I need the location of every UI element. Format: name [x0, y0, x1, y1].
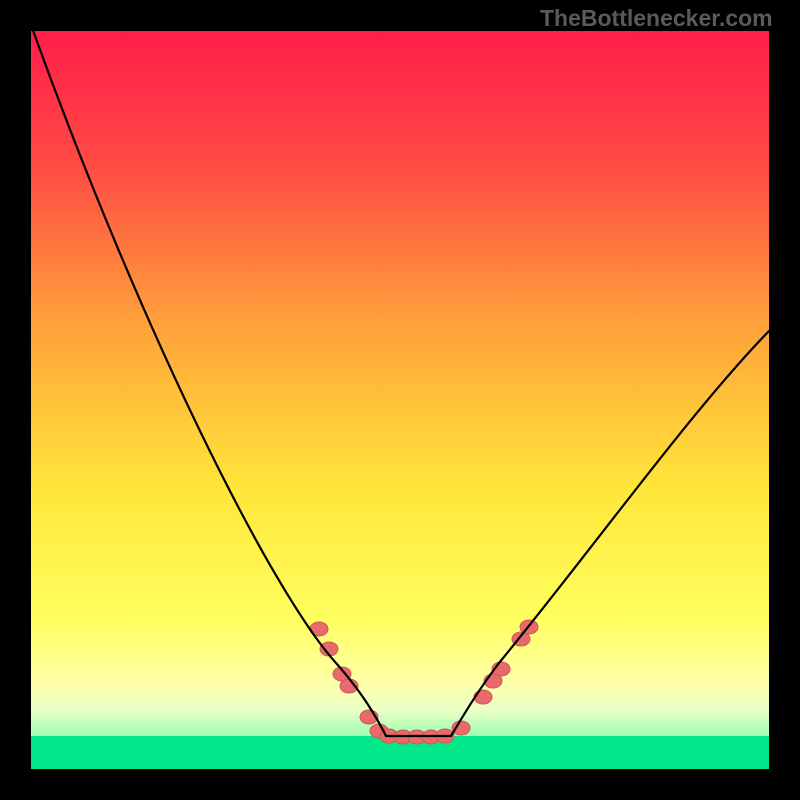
marker-group — [310, 620, 538, 744]
plot-area — [31, 31, 769, 769]
watermark-text: TheBottlenecker.com — [540, 5, 773, 32]
curve-layer — [31, 31, 769, 769]
chart-frame: TheBottlenecker.com — [0, 0, 800, 800]
curve-left — [31, 25, 386, 736]
data-marker — [474, 690, 492, 704]
